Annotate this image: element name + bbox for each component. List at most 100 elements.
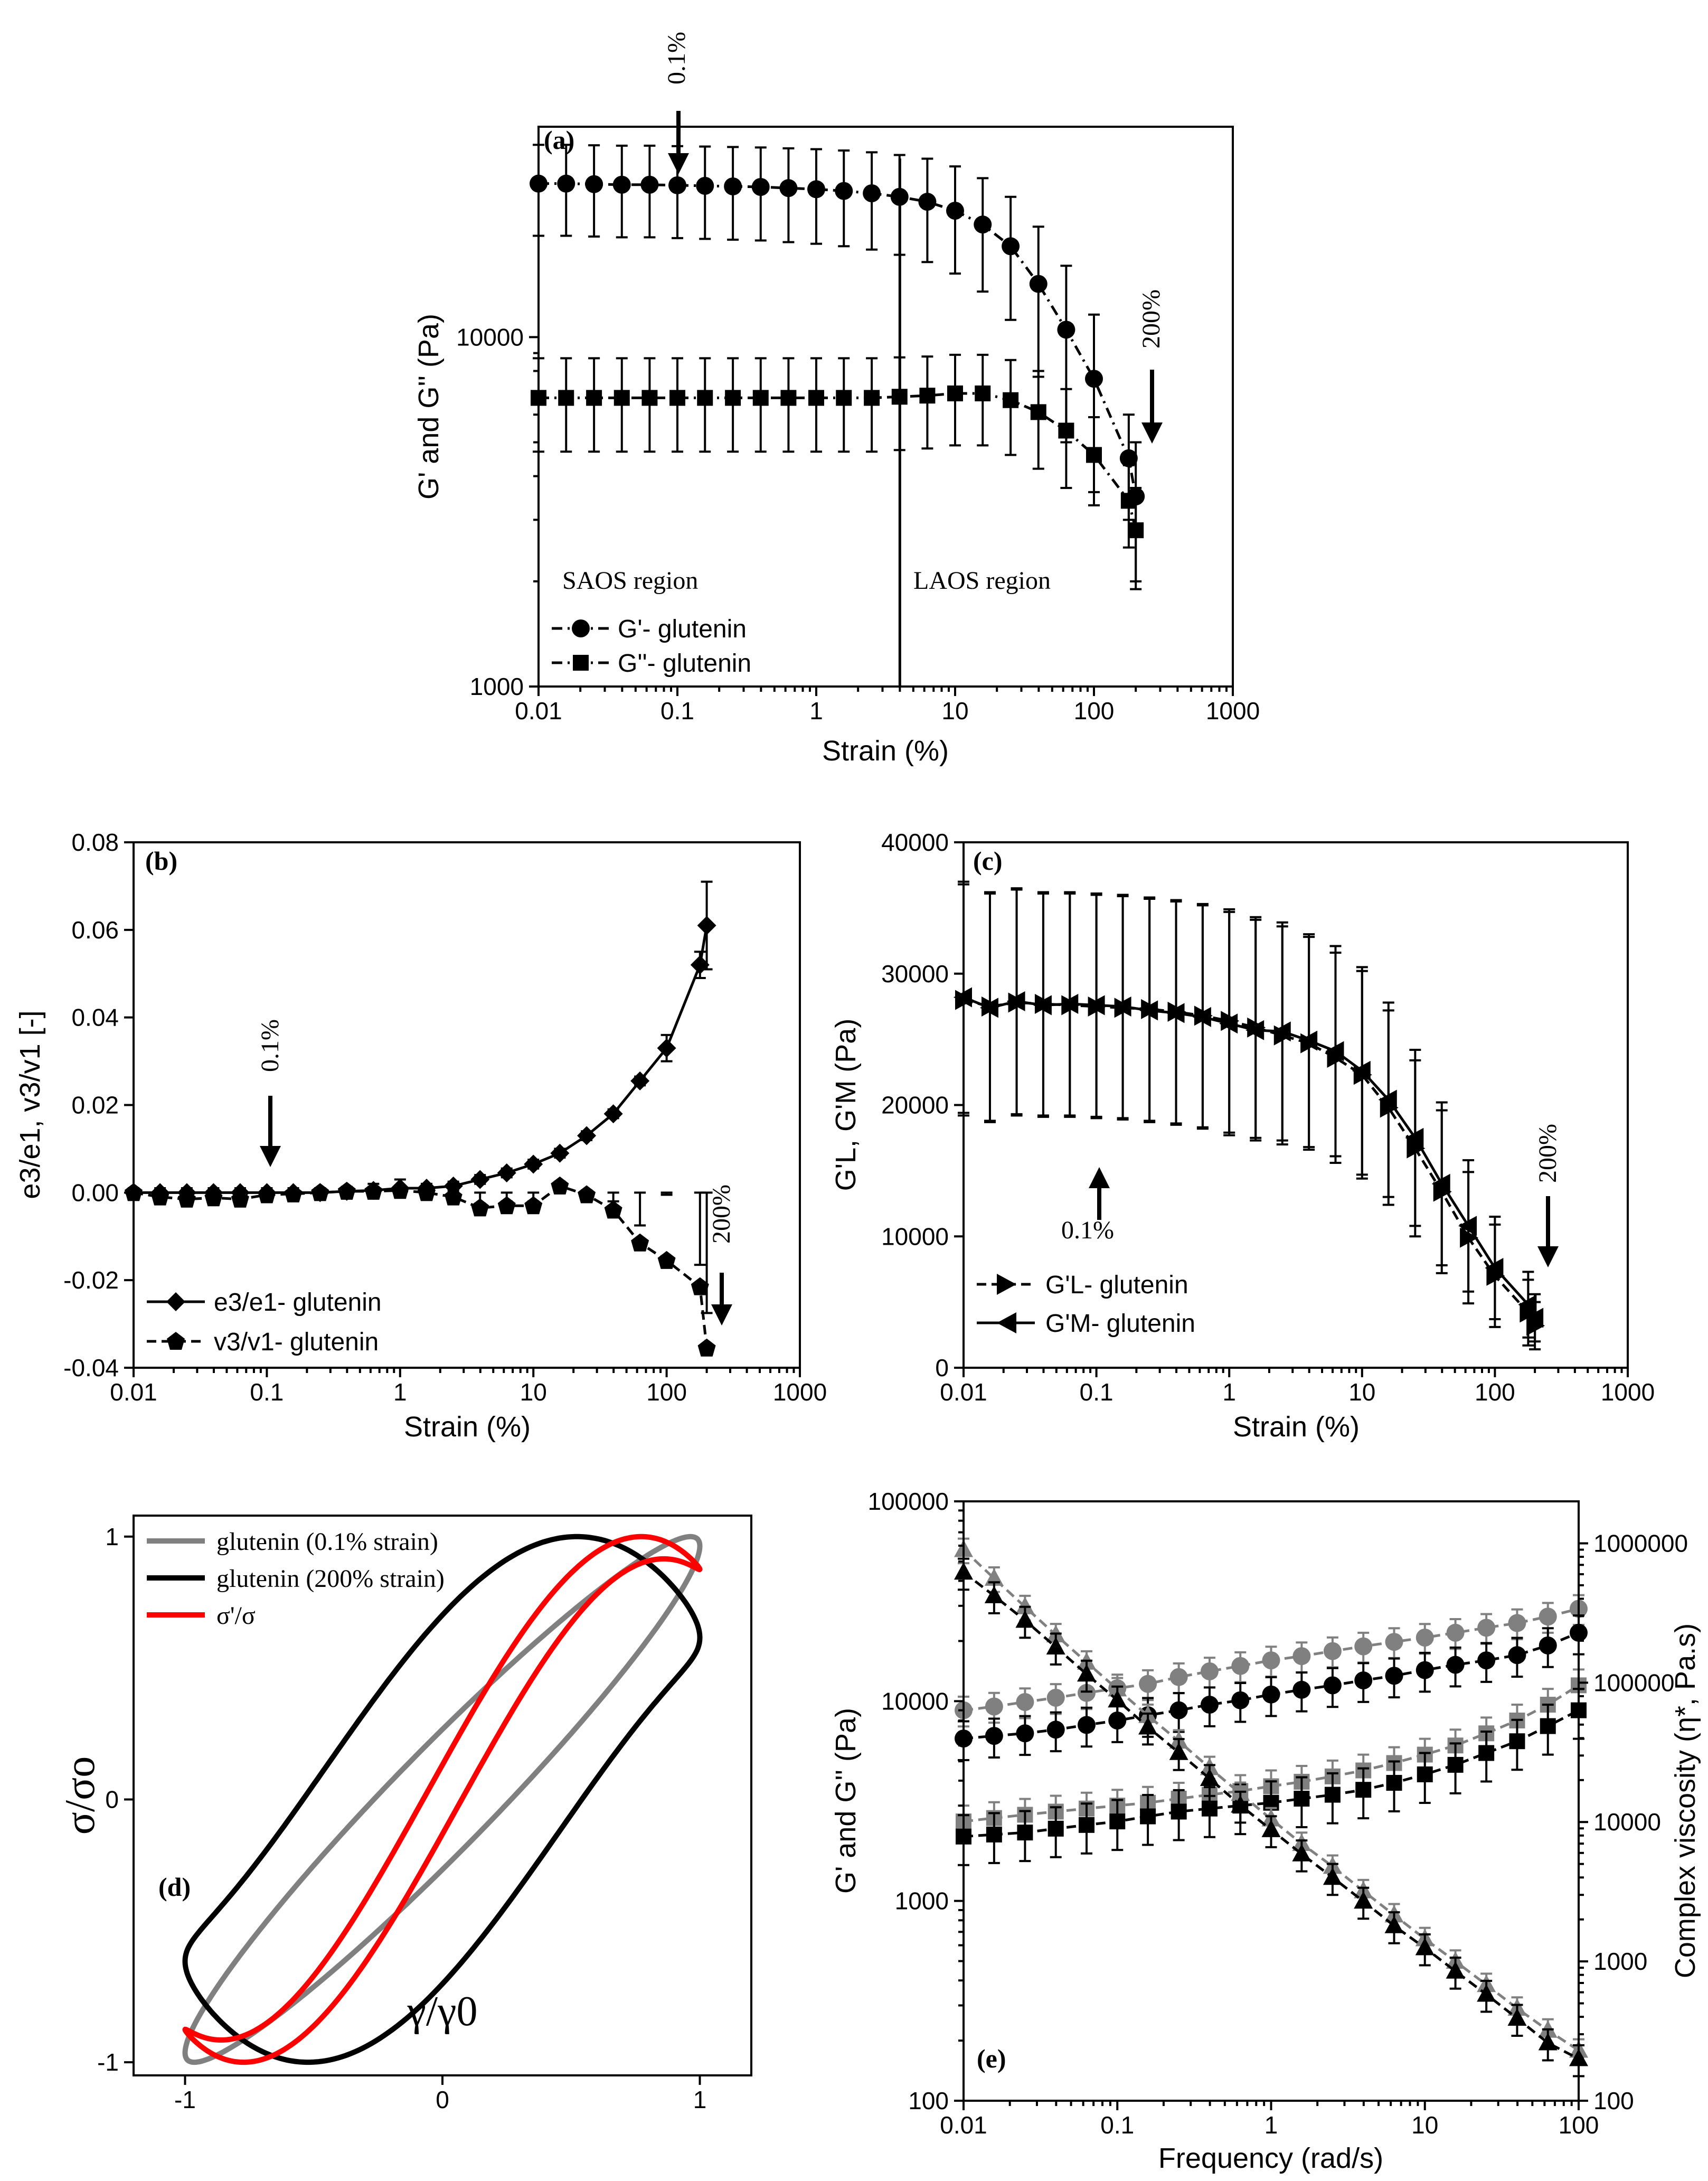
- data-point: [985, 1697, 1003, 1716]
- x-tick-label: 10: [520, 1378, 547, 1406]
- data-point: [1058, 422, 1074, 439]
- data-point: [985, 1727, 1003, 1745]
- data-point: [1539, 1607, 1557, 1626]
- panel-c-legend: G'L- glutenin G'M- glutenin: [977, 1271, 1195, 1338]
- data-point: [1354, 1637, 1373, 1656]
- data-point: [690, 955, 710, 975]
- data-point: [631, 1233, 649, 1252]
- panel-b-legend-v3v1: v3/v1- glutenin: [214, 1328, 379, 1356]
- series-e3/e1- glutenin: [124, 880, 716, 1202]
- data-point: [725, 390, 741, 406]
- panel-a-x-ticks: 0.01 0.1 1 10 100 1000: [515, 687, 1260, 725]
- y-tick-label: 1000: [470, 673, 524, 700]
- data-point: [979, 998, 998, 1018]
- data-point: [918, 193, 937, 211]
- data-point: [668, 176, 686, 194]
- series-G''- glutenin: [531, 353, 1144, 590]
- y-tick-label: 10000: [881, 1687, 949, 1715]
- panel-a-strain-sweep: (a) 0.01 0.1 1 10 100 1000 1000 10000 Strain (…: [413, 32, 1260, 767]
- data-point: [1292, 1844, 1311, 1862]
- data-point: [1446, 1623, 1465, 1642]
- legend-marker-pentagon: [167, 1332, 185, 1350]
- data-point: [558, 390, 574, 406]
- data-point: [1384, 1915, 1404, 1933]
- panel-e-y-axis-label: G' and G'' (Pa): [830, 1708, 862, 1894]
- panel-a-x-axis-label: Strain (%): [822, 735, 949, 767]
- data-point: [1262, 1651, 1280, 1670]
- data-point: [1323, 1676, 1342, 1695]
- y-tick-label: -0.02: [63, 1266, 119, 1294]
- data-point: [780, 390, 797, 406]
- data-point: [577, 1126, 597, 1145]
- panel-b-harmonic-ratios: (b) 0.01 0.1 1 10 100 1000 -0.04 -0.02 0.00 0.02…: [14, 829, 827, 1443]
- data-point: [1292, 1680, 1311, 1699]
- data-point: [1355, 1782, 1372, 1798]
- data-point: [1048, 1820, 1064, 1837]
- y-tick-label: 100000: [868, 1488, 949, 1515]
- data-point: [177, 1189, 196, 1208]
- x-tick-label: 0.1: [660, 697, 694, 725]
- data-point: [1085, 370, 1103, 388]
- y-tick-label: 0.06: [71, 916, 119, 944]
- data-point: [1507, 2008, 1527, 2026]
- panel-a-y-axis-label: G' and G'' (Pa): [413, 314, 445, 500]
- data-point: [691, 1277, 709, 1295]
- data-point: [1138, 1717, 1158, 1735]
- panel-b-legend: e3/e1- glutenin v3/v1- glutenin: [147, 1289, 382, 1356]
- data-point: [1119, 449, 1138, 467]
- x-tick-label: 1000: [1206, 697, 1260, 725]
- series-line: [539, 182, 1137, 497]
- panel-a-annotation-0.1pct: 0.1%: [663, 32, 691, 84]
- y-tick-label: 40000: [881, 829, 949, 856]
- data-point: [284, 1184, 303, 1202]
- data-point: [1201, 1800, 1218, 1817]
- data-point: [204, 1188, 223, 1207]
- data-point: [1324, 1787, 1341, 1803]
- error-bar: [977, 177, 989, 293]
- error-bar: [694, 1191, 706, 1266]
- y-tick-label: 0: [105, 1785, 119, 1813]
- y-tick-label: 10000: [1593, 1808, 1661, 1836]
- data-point: [586, 390, 602, 406]
- panel-d-legend-stress-ratio: σ'/σ: [216, 1602, 256, 1630]
- lissajous-glutenin (200% strain): [182, 1534, 703, 2065]
- x-tick-label: 0.1: [1080, 1378, 1113, 1406]
- lissajous-σ'/σ: [182, 1534, 703, 2065]
- data-point: [1447, 1756, 1464, 1773]
- panel-c-label: (c): [973, 846, 1003, 876]
- y-tick-label: 0.04: [71, 1004, 119, 1031]
- data-point: [1415, 1938, 1435, 1956]
- data-point: [1003, 392, 1019, 408]
- panel-e-plot-area: [954, 1537, 1588, 2077]
- data-point: [1261, 1819, 1281, 1837]
- x-tick-label: 0.01: [940, 2111, 987, 2139]
- panel-c-y-ticks: 0 10000 20000 30000 40000: [881, 829, 964, 1381]
- data-point: [550, 1143, 570, 1163]
- data-point: [946, 202, 964, 220]
- data-point: [443, 1176, 463, 1196]
- panel-c-legend-gm: G'M- glutenin: [1045, 1310, 1195, 1338]
- data-point: [1352, 1060, 1371, 1081]
- data-point: [724, 177, 742, 195]
- panel-d-x-axis-label: γ/γ0: [407, 1988, 478, 2035]
- legend-marker-circle: [572, 619, 590, 637]
- data-point: [864, 390, 880, 406]
- data-point: [1015, 1596, 1035, 1614]
- x-tick-label: 0.01: [940, 1378, 987, 1406]
- panel-a-plot-area: [530, 144, 1145, 590]
- panel-c-arrow-0.1pct: [1089, 1167, 1110, 1220]
- data-point: [1431, 1173, 1450, 1194]
- data-point: [1200, 1696, 1219, 1714]
- y-tick-label: 20000: [881, 1092, 949, 1119]
- data-point: [657, 1038, 676, 1058]
- data-point: [151, 1187, 169, 1206]
- panel-d-plot-area: [182, 1534, 703, 2065]
- data-point: [551, 1176, 569, 1195]
- panel-b-y-axis-label: e3/e1, v3/v1 [-]: [14, 1010, 46, 1199]
- data-point: [1416, 1661, 1434, 1679]
- panel-a-legend-gdoubleprime: G''- glutenin: [618, 650, 751, 678]
- y-tick-label: 0.08: [71, 829, 119, 856]
- x-tick-label: 0.01: [110, 1378, 157, 1406]
- data-point: [697, 916, 716, 935]
- panel-c-arrow-200pct: [1537, 1196, 1559, 1267]
